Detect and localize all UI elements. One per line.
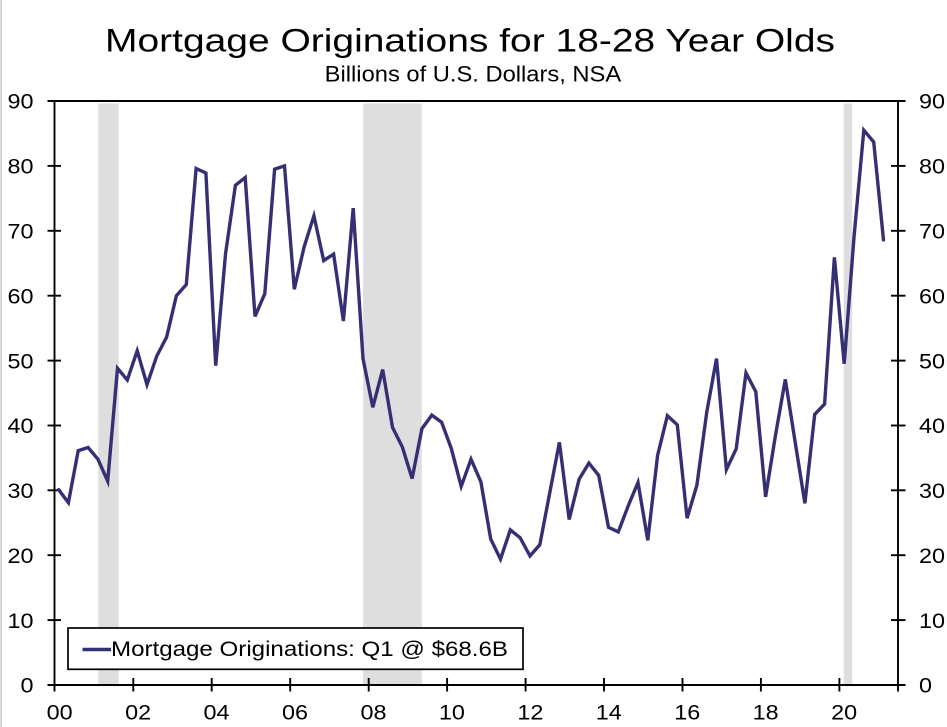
svg-text:80: 80 <box>8 156 34 179</box>
svg-text:Mortgage Originations: Q1 @ $6: Mortgage Originations: Q1 @ $68.6B <box>111 638 508 661</box>
svg-text:20: 20 <box>8 545 34 568</box>
svg-text:70: 70 <box>8 221 34 244</box>
svg-text:00: 00 <box>47 702 73 725</box>
svg-text:40: 40 <box>919 415 945 438</box>
svg-text:30: 30 <box>8 480 34 503</box>
svg-text:70: 70 <box>919 221 945 244</box>
svg-text:0: 0 <box>21 675 34 698</box>
svg-text:0: 0 <box>919 675 932 698</box>
svg-text:10: 10 <box>919 610 945 633</box>
svg-text:50: 50 <box>919 350 945 373</box>
svg-text:50: 50 <box>8 350 34 373</box>
svg-text:60: 60 <box>8 285 34 308</box>
svg-text:04: 04 <box>204 702 230 725</box>
svg-text:30: 30 <box>919 480 945 503</box>
svg-text:20: 20 <box>919 545 945 568</box>
svg-text:10: 10 <box>8 610 34 633</box>
svg-text:20: 20 <box>831 702 857 725</box>
svg-text:18: 18 <box>753 702 779 725</box>
svg-text:06: 06 <box>282 702 308 725</box>
svg-text:12: 12 <box>517 702 543 725</box>
svg-text:Mortgage Originations for 18-2: Mortgage Originations for 18-28 Year Old… <box>105 23 835 59</box>
svg-text:08: 08 <box>361 702 387 725</box>
svg-text:40: 40 <box>8 415 34 438</box>
svg-text:80: 80 <box>919 156 945 179</box>
svg-text:10: 10 <box>439 702 465 725</box>
svg-text:Billions of U.S. Dollars, NSA: Billions of U.S. Dollars, NSA <box>325 62 622 87</box>
svg-text:14: 14 <box>596 702 622 725</box>
svg-text:16: 16 <box>674 702 700 725</box>
svg-text:60: 60 <box>919 285 945 308</box>
svg-text:02: 02 <box>125 702 151 725</box>
svg-text:90: 90 <box>8 91 34 114</box>
svg-text:90: 90 <box>919 91 945 114</box>
